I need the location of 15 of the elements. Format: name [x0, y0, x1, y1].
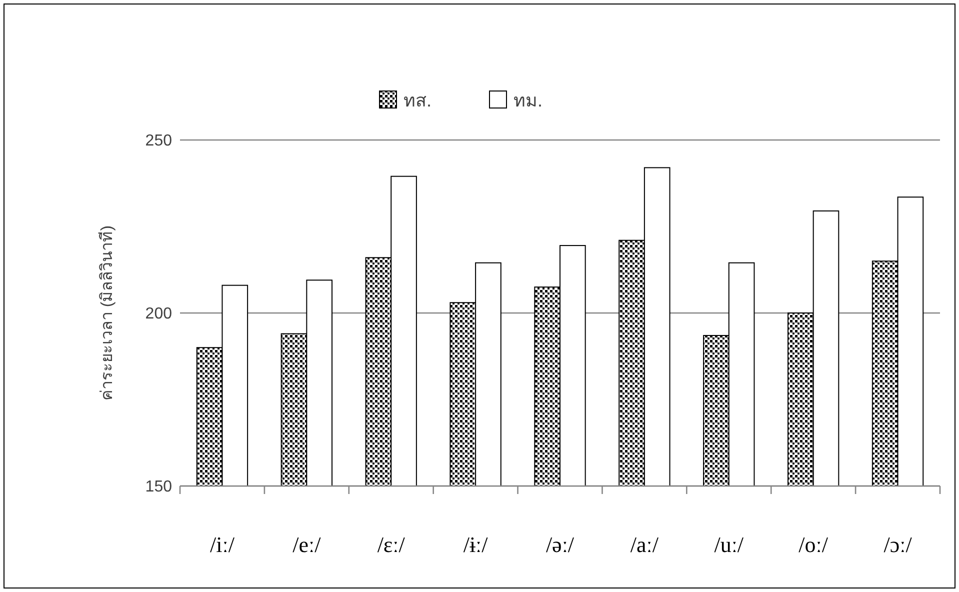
x-tick-label: /ɛː/ [377, 532, 406, 557]
x-tick-label: /ɔː/ [884, 532, 913, 557]
y-tick-label: 250 [145, 132, 172, 150]
x-tick-label: /ɨː/ [463, 532, 489, 557]
y-tick-label: 200 [145, 306, 172, 323]
x-tick-label: /əː/ [546, 532, 575, 557]
y-axis-title: ค่าระยะเวลา (มิลลิวินาที) [98, 225, 116, 401]
x-tick-label: /eː/ [292, 532, 322, 557]
x-tick-label: /aː/ [630, 532, 660, 557]
legend-label: ทส. [404, 90, 432, 110]
y-tick-label: 150 [145, 478, 172, 496]
legend-label: ทม. [514, 90, 543, 110]
x-tick-label: /oː/ [798, 532, 829, 557]
x-tick-label: /iː/ [210, 532, 236, 557]
x-tick-label: /uː/ [714, 532, 744, 557]
